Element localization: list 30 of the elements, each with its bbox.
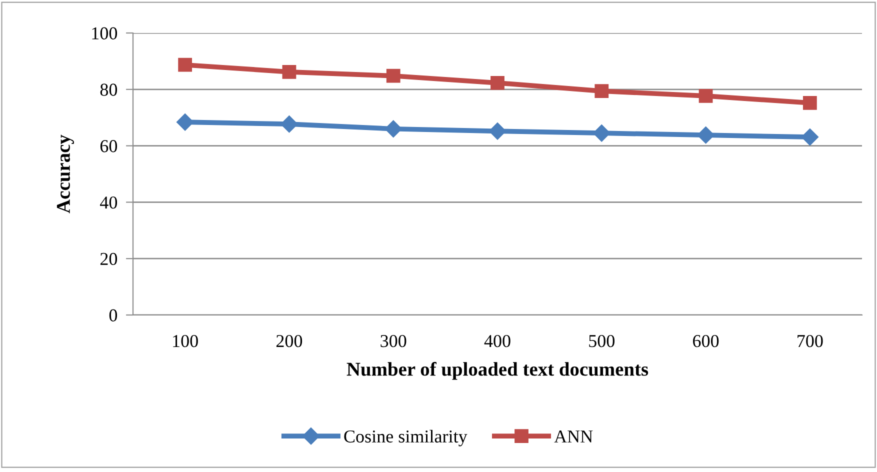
y-tick-label: 100	[92, 27, 118, 40]
point	[802, 96, 817, 110]
legend-label: ANN	[554, 430, 593, 442]
point	[698, 88, 713, 103]
point	[280, 116, 298, 133]
y-tick-label: 20	[100, 252, 118, 266]
x-tick-label: 700	[798, 334, 823, 348]
x-axis-title: Number of uploaded text documents	[346, 362, 648, 380]
y-tick-label: 0	[109, 309, 118, 322]
y-axis-title: Accuracy	[56, 134, 74, 214]
y-tick-label: 60	[100, 140, 118, 152]
point	[697, 126, 714, 144]
point	[801, 128, 818, 146]
x-tick-label: 300	[380, 334, 406, 348]
x-tick-label: 600	[693, 334, 719, 348]
point	[594, 84, 609, 98]
point	[178, 58, 192, 72]
x-tick-label: 200	[276, 334, 302, 348]
point	[593, 124, 610, 142]
point	[384, 120, 402, 138]
x-tick-label: 500	[589, 334, 614, 348]
y-tick-label: 80	[100, 84, 118, 96]
point	[490, 76, 504, 90]
y-tick-label: 40	[100, 196, 118, 209]
x-tick-label: 100	[173, 334, 198, 348]
point	[176, 114, 194, 131]
x-tick-label: 400	[484, 334, 510, 348]
point	[282, 64, 296, 79]
point	[386, 68, 400, 83]
legend-label: Cosine similarity	[344, 430, 468, 446]
